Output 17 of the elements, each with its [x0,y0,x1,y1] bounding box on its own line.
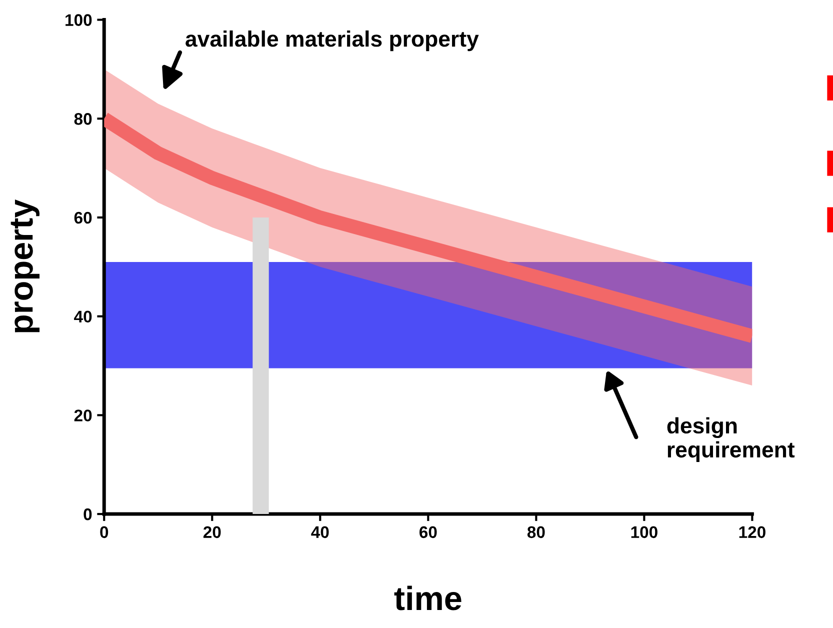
annotation: available materials property [186,30,479,52]
y-tick-label: 20 [74,410,92,422]
x-tick-label: 60 [420,526,437,538]
x-tick-label: 40 [311,526,329,538]
annotation: design requirement [667,417,795,462]
x-tick-label: 0 [100,526,108,538]
x-tick-label: 100 [631,526,658,538]
x-axis-title: time [394,586,462,610]
x-tick-label: 20 [203,526,221,538]
y-tick-label: 60 [74,212,92,224]
y-tick-label: 40 [74,310,92,323]
x-tick-label: 120 [739,526,766,538]
x-tick-label: 80 [527,526,545,538]
y-tick-label: 80 [74,113,92,125]
y-axis-title: property [10,199,40,332]
y-tick-label: 100 [66,14,92,26]
y-tick-label: 0 [84,508,92,520]
